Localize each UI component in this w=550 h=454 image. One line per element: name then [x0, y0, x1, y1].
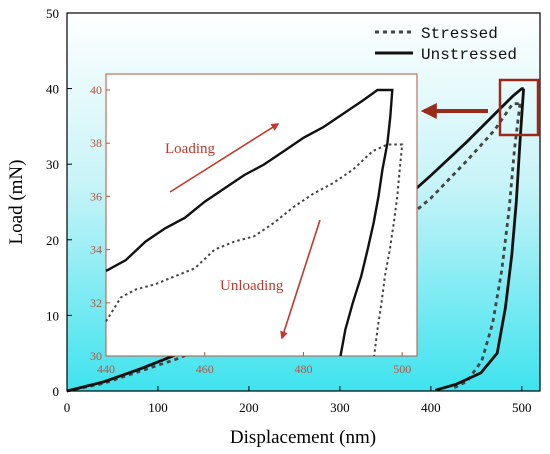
x-axis-label: Displacement (nm) [230, 427, 376, 448]
inset-chart: 440 460 480 500 30 32 34 36 38 40 Loading Unloadi… [90, 73, 418, 376]
inset-y-tick-label: 30 [90, 349, 102, 363]
inset-y-tick-label: 40 [90, 83, 102, 97]
series-stressed-loading [66, 102, 520, 393]
inset-axis-ticks: 440 460 480 500 30 32 34 36 38 40 [90, 83, 411, 376]
x-tick-label: 500 [512, 400, 532, 415]
inset-series-lines [105, 88, 404, 357]
y-tick-label: 0 [53, 384, 60, 399]
x-tick-label: 100 [148, 400, 168, 415]
y-axis-label: Load (mN) [6, 160, 27, 245]
y-tick-label: 30 [46, 157, 59, 172]
legend: Stressed Unstressed [375, 25, 517, 64]
x-tick-label: 300 [330, 400, 350, 415]
inset-y-tick-label: 32 [90, 296, 102, 310]
x-tick-label: 0 [64, 400, 71, 415]
inset-y-tick-label: 38 [90, 136, 102, 150]
zoom-region-box [498, 78, 540, 137]
inset-y-tick-label: 34 [90, 243, 102, 257]
unloading-arrow [280, 219, 321, 340]
y-tick-label: 40 [46, 82, 59, 97]
loading-arrow [169, 123, 280, 193]
inset-series-unstressed [105, 88, 394, 357]
legend-label-stressed: Stressed [421, 25, 498, 43]
inset-y-tick-label: 36 [90, 189, 102, 203]
legend-label-unstressed: Unstressed [421, 46, 517, 64]
y-tick-label: 50 [46, 6, 59, 21]
main-axis-ticks: 0 100 200 300 400 500 0 10 20 30 40 50 [46, 6, 532, 415]
x-tick-label: 200 [239, 400, 259, 415]
loading-annotation: Loading [165, 141, 215, 157]
inset-x-tick-label: 440 [97, 362, 115, 376]
inset-plot-area [105, 73, 418, 357]
y-tick-label: 10 [46, 308, 59, 323]
series-unstressed-unloading [435, 88, 525, 392]
x-tick-label: 400 [421, 400, 441, 415]
inset-x-tick-label: 480 [294, 362, 312, 376]
y-tick-label: 20 [46, 233, 59, 248]
inset-x-tick-label: 460 [196, 362, 214, 376]
unloading-annotation: Unloading [220, 278, 284, 294]
inset-x-tick-label: 500 [393, 362, 411, 376]
